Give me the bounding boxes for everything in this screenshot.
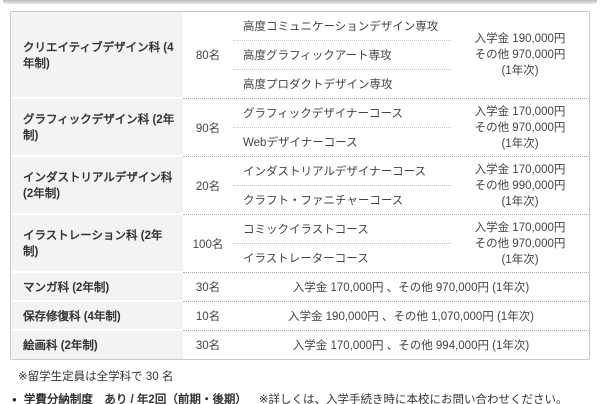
course-item: 高度グラフィックアート専攻	[233, 40, 451, 69]
note-installment-detail-text: ※詳しくは、入学手続き時に本校にお問い合わせください。	[258, 394, 568, 404]
fee-line: その他 970,000円	[474, 49, 566, 61]
course-item: インダストリアルデザイナーコース	[243, 166, 427, 178]
department-label: グラフィックデザイン科 (2年制)	[23, 114, 175, 142]
fee-cell: 入学金 170,000円 その他 990,000円 (1年次)	[451, 157, 589, 214]
department-label: 保存修復科 (4年制)	[23, 310, 121, 323]
quota-cell: 10名	[195, 311, 221, 323]
footnotes: ※留学生定員は全学科で 30 名 ● 学費分納制度 あり / 年2回（前期・後期…	[12, 371, 588, 404]
note-installment-bold-text: 学費分納制度 あり / 年2回（前期・後期）	[23, 394, 247, 404]
course-item: クラフト・ファニチャーコース	[233, 185, 451, 214]
fee-merged-cell: 入学金 170,000円 、その他 970,000円 (1年次)	[292, 282, 530, 294]
department-label: 絵画科 (2年制)	[23, 340, 98, 352]
row-detail-area: 80名 高度コミュニケーションデザイン専攻高度グラフィックアート専攻 高度プロダク…	[183, 12, 589, 98]
fee-line: 入学金 190,000円	[474, 33, 566, 45]
table-row: インダストリアルデザイン科 (2年制) 20名 インダストリアルデザイナーコース…	[11, 156, 589, 214]
fee-cell: 入学金 170,000円 その他 970,000円 (1年次)	[451, 215, 589, 272]
department-name-cell: 保存修復科 (4年制)	[11, 301, 183, 330]
course-item: グラフィックデザイナーコース	[243, 108, 403, 120]
table-row: 保存修復科 (4年制) 10名 入学金 190,000円 、その他 1,070,…	[11, 301, 589, 330]
quota-cell: 30名	[195, 282, 221, 294]
fee-line: 入学金 170,000円	[474, 163, 566, 176]
fee-merged-cell: 入学金 190,000円 、その他 1,070,000円 (1年次)	[287, 311, 535, 323]
fee-line: その他 970,000円	[474, 121, 566, 134]
quota-cell: 80名	[195, 50, 221, 62]
fee-line: (1年次)	[501, 65, 539, 77]
fee-line: 入学金 170,000円	[474, 105, 566, 118]
table-row: マンガ科 (2年制) 30名 入学金 170,000円 、その他 970,000…	[11, 272, 589, 301]
course-item: Webデザイナーコース	[233, 127, 451, 156]
course-item: 高度コミュニケーションデザイン専攻	[243, 21, 439, 33]
fee-merged-cell: 入学金 170,000円 、その他 994,000円 (1年次)	[292, 340, 530, 352]
row-detail-area: 90名 グラフィックデザイナーコース Webデザイナーコース 入学金 170,00…	[183, 98, 589, 156]
department-name-cell: グラフィックデザイン科 (2年制)	[11, 98, 183, 156]
fee-cell: 入学金 170,000円 その他 970,000円 (1年次)	[451, 99, 589, 156]
table-row: クリエイティブデザイン科 (4年制) 80名 高度コミュニケーションデザイン専攻…	[11, 12, 589, 98]
bullet-icon: ●	[12, 395, 17, 404]
department-name-cell: クリエイティブデザイン科 (4年制)	[11, 12, 183, 98]
row-detail-area: 30名 入学金 170,000円 、その他 994,000円 (1年次)	[183, 330, 589, 359]
note-installment-plan: ● 学費分納制度 あり / 年2回（前期・後期） ※詳しくは、入学手続き時に本校…	[12, 394, 588, 404]
department-label: イラストレーション科 (2年制)	[23, 230, 163, 258]
course-item: コミックイラストコース	[243, 224, 369, 236]
fee-line: (1年次)	[501, 195, 539, 208]
quota-cell: 20名	[195, 180, 221, 193]
department-name-cell: 絵画科 (2年制)	[11, 330, 183, 359]
row-detail-area: 100名 コミックイラストコースイラストレーターコース 入学金 170,000円…	[183, 214, 589, 272]
fee-line: その他 990,000円	[474, 179, 566, 192]
quota-cell: 90名	[195, 122, 221, 135]
fee-cell: 入学金 190,000円 その他 970,000円 (1年次)	[451, 12, 589, 98]
fee-line: (1年次)	[501, 253, 539, 266]
fee-line: 入学金 170,000円	[474, 221, 566, 234]
section-divider-bar	[3, 0, 597, 4]
quota-cell: 100名	[192, 238, 224, 251]
fee-line: その他 970,000円	[474, 237, 566, 250]
row-detail-area: 30名 入学金 170,000円 、その他 970,000円 (1年次)	[183, 272, 589, 301]
quota-cell: 30名	[195, 340, 221, 352]
department-label: インダストリアルデザイン科 (2年制)	[23, 172, 173, 200]
courses-cell: 高度コミュニケーションデザイン専攻高度グラフィックアート専攻 高度プロダクトデザイ…	[233, 12, 451, 98]
department-name-cell: イラストレーション科 (2年制)	[11, 214, 183, 272]
department-label: クリエイティブデザイン科 (4年制)	[23, 41, 174, 70]
courses-cell: インダストリアルデザイナーコースクラフト・ファニチャーコース	[233, 157, 451, 214]
note-international-students: ※留学生定員は全学科で 30 名	[12, 371, 588, 384]
course-item: イラストレーターコース	[233, 243, 451, 272]
courses-cell: グラフィックデザイナーコース Webデザイナーコース	[233, 99, 451, 156]
table-row: グラフィックデザイン科 (2年制) 90名 グラフィックデザイナーコース Webデ…	[11, 98, 589, 156]
tuition-table: クリエイティブデザイン科 (4年制) 80名 高度コミュニケーションデザイン専攻…	[10, 11, 590, 360]
department-label: マンガ科 (2年制)	[23, 281, 110, 294]
note-international-students-text: ※留学生定員は全学科で 30 名	[18, 371, 174, 383]
department-name-cell: マンガ科 (2年制)	[11, 272, 183, 301]
row-detail-area: 20名 インダストリアルデザイナーコースクラフト・ファニチャーコース 入学金 1…	[183, 156, 589, 214]
row-detail-area: 10名 入学金 190,000円 、その他 1,070,000円 (1年次)	[183, 301, 589, 330]
table-row: イラストレーション科 (2年制) 100名 コミックイラストコースイラストレータ…	[11, 214, 589, 272]
department-name-cell: インダストリアルデザイン科 (2年制)	[11, 156, 183, 214]
courses-cell: コミックイラストコースイラストレーターコース	[233, 215, 451, 272]
course-item: 高度プロダクトデザイン専攻	[233, 69, 451, 98]
fee-line: (1年次)	[501, 137, 539, 150]
table-row: 絵画科 (2年制) 30名 入学金 170,000円 、その他 994,000円…	[11, 330, 589, 359]
